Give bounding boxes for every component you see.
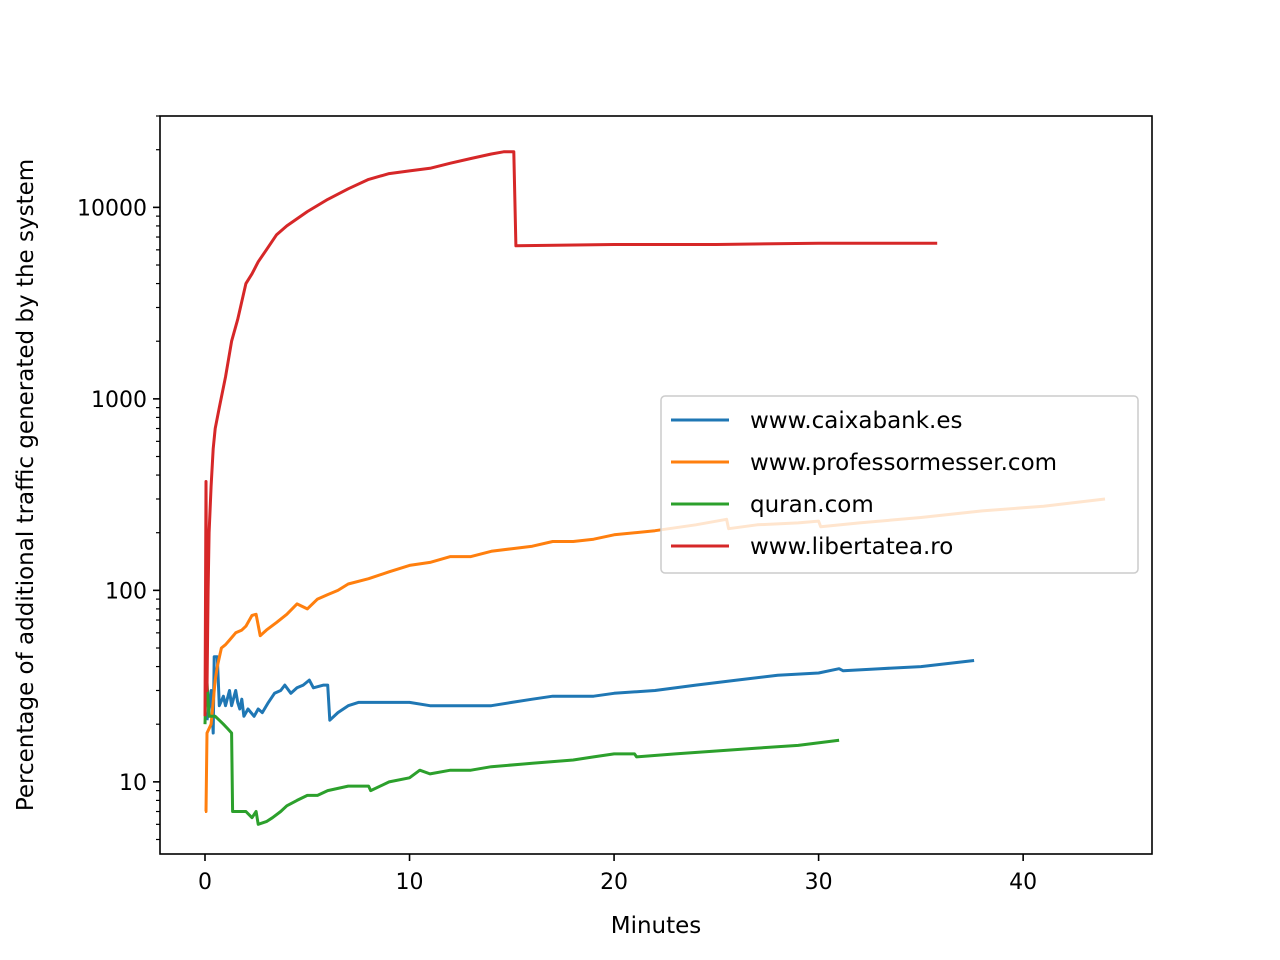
- x-axis: 0 10 20 30 40: [198, 854, 1037, 895]
- x-tick-label: 10: [396, 870, 424, 895]
- y-tick-label: 10: [119, 771, 147, 796]
- legend-label-1: www.caixabank.es: [750, 408, 963, 434]
- x-axis-title: Minutes: [611, 913, 702, 939]
- x-tick-label: 30: [805, 870, 833, 895]
- y-tick-label: 100: [105, 579, 147, 604]
- series-line-1: [205, 655, 975, 735]
- plot-frame: [159, 115, 1153, 855]
- x-tick-label: 0: [198, 870, 212, 895]
- legend-box: [660, 395, 1139, 574]
- y-tick-label: 1000: [91, 388, 147, 413]
- x-tick-label: 40: [1009, 870, 1037, 895]
- legend-label-3: quran.com: [750, 492, 874, 518]
- x-tick-label: 20: [600, 870, 628, 895]
- series-layer: [203, 150, 1106, 826]
- series-line-3: [203, 681, 840, 826]
- y-tick-label: 10000: [77, 196, 147, 221]
- legend-label-4: www.libertatea.ro: [750, 534, 953, 560]
- y-axis-title: Percentage of additional traffic generat…: [13, 159, 39, 811]
- series-line-4: [203, 150, 938, 717]
- y-axis: 10 100 1000 10000: [77, 115, 160, 841]
- legend: www.caixabank.es www.professormesser.com q…: [660, 395, 1139, 574]
- legend-label-2: www.professormesser.com: [750, 450, 1057, 476]
